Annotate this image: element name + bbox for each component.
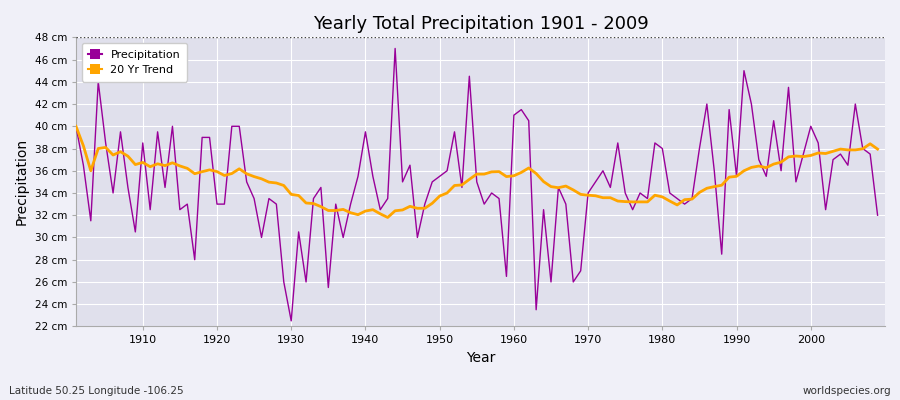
Line: Precipitation: Precipitation bbox=[76, 48, 878, 321]
Precipitation bbox=[390, 46, 400, 51]
Precipitation bbox=[523, 118, 534, 123]
Precipitation bbox=[346, 202, 356, 206]
Y-axis label: Precipitation: Precipitation bbox=[15, 138, 29, 226]
Precipitation bbox=[301, 280, 311, 284]
Precipitation bbox=[130, 230, 140, 234]
X-axis label: Year: Year bbox=[466, 351, 495, 365]
20 Yr Trend bbox=[338, 207, 348, 212]
Precipitation bbox=[70, 124, 81, 129]
20 Yr Trend bbox=[382, 215, 393, 220]
Text: Latitude 50.25 Longitude -106.25: Latitude 50.25 Longitude -106.25 bbox=[9, 386, 184, 396]
Title: Yearly Total Precipitation 1901 - 2009: Yearly Total Precipitation 1901 - 2009 bbox=[312, 15, 648, 33]
20 Yr Trend bbox=[508, 173, 519, 178]
20 Yr Trend bbox=[70, 124, 81, 129]
20 Yr Trend bbox=[605, 195, 616, 200]
Precipitation bbox=[872, 213, 883, 218]
Line: 20 Yr Trend: 20 Yr Trend bbox=[76, 126, 878, 218]
20 Yr Trend bbox=[293, 193, 304, 198]
Text: worldspecies.org: worldspecies.org bbox=[803, 386, 891, 396]
20 Yr Trend bbox=[130, 162, 140, 167]
Precipitation bbox=[516, 107, 526, 112]
20 Yr Trend bbox=[872, 147, 883, 152]
Precipitation bbox=[612, 140, 623, 145]
20 Yr Trend bbox=[516, 170, 526, 175]
Precipitation bbox=[286, 318, 297, 323]
Legend: Precipitation, 20 Yr Trend: Precipitation, 20 Yr Trend bbox=[82, 43, 187, 82]
